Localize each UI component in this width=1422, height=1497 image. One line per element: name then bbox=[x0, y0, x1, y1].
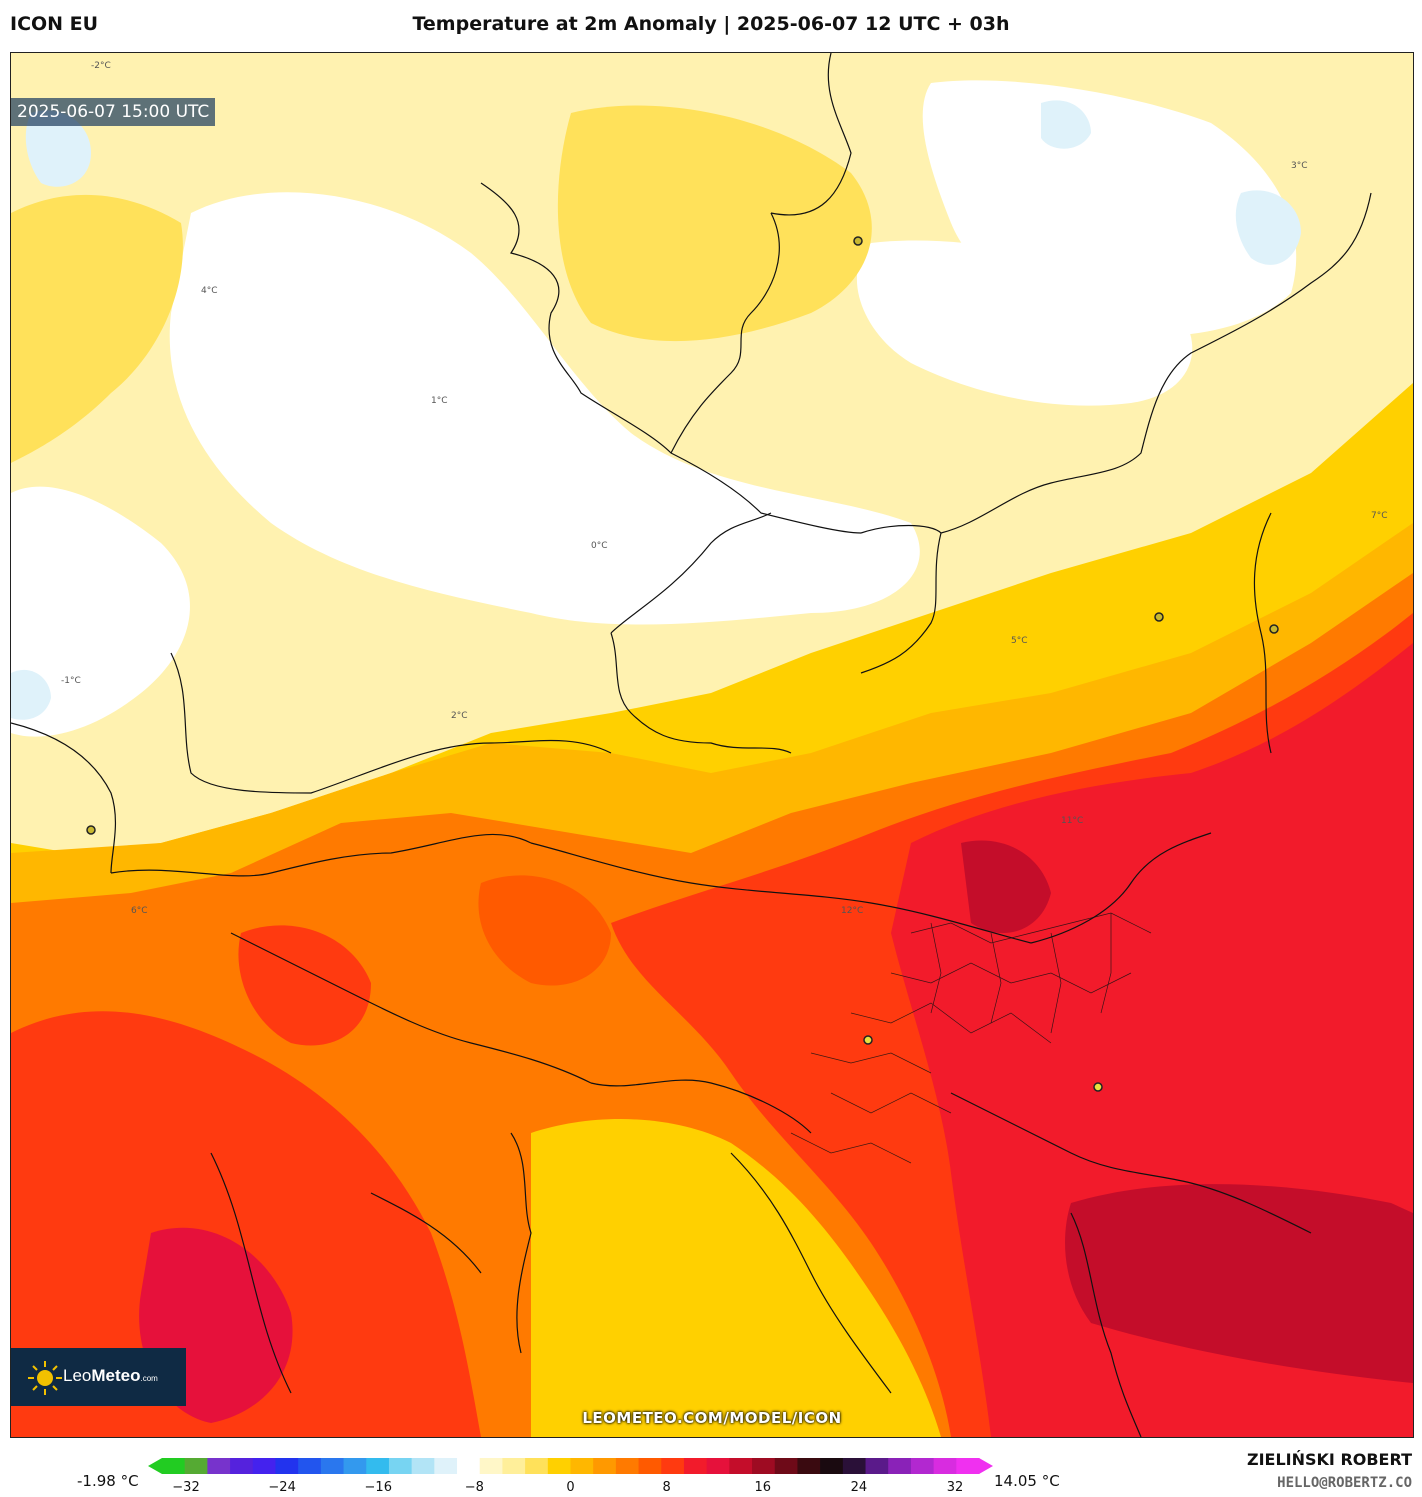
color-bar-tick-label: 24 bbox=[850, 1480, 868, 1495]
color-bar-segment bbox=[706, 1458, 730, 1474]
color-bar-segment bbox=[457, 1458, 481, 1474]
contour-label: 3°C bbox=[1291, 161, 1308, 171]
contour-label: 11°C bbox=[1061, 816, 1083, 826]
contour-label: 5°C bbox=[1011, 636, 1028, 646]
color-bar-tick-label: −24 bbox=[268, 1480, 296, 1495]
color-bar-segment bbox=[434, 1458, 458, 1474]
anomaly-zone-cool bbox=[1041, 100, 1091, 149]
color-bar-segment bbox=[774, 1458, 798, 1474]
color-bar-tick-label: 8 bbox=[662, 1480, 671, 1495]
contour-label: 6°C bbox=[131, 906, 148, 916]
contour-label: -2°C bbox=[91, 61, 111, 71]
contour-labels: -2°C -1°C 0°C 1°C 2°C 3°C 4°C 5°C 6°C 7°… bbox=[61, 61, 1388, 916]
anomaly-zone-near-zero bbox=[11, 486, 190, 737]
color-bar-segment bbox=[820, 1458, 844, 1474]
color-bar-segment bbox=[525, 1458, 549, 1474]
anomaly-zone-cool bbox=[1235, 190, 1301, 265]
country-borders bbox=[11, 53, 1372, 1437]
color-bar-segment bbox=[320, 1458, 345, 1474]
contour-label: 7°C bbox=[1371, 511, 1388, 521]
color-bar-segment bbox=[366, 1458, 390, 1474]
color-bar-segment bbox=[638, 1458, 662, 1474]
contour-label: 12°C bbox=[841, 906, 863, 916]
author-email[interactable]: HELLO@ROBERTZ.CO bbox=[1277, 1475, 1412, 1491]
color-bar-segment bbox=[388, 1458, 413, 1474]
color-bar bbox=[148, 1458, 993, 1474]
map-canvas: -2°C -1°C 0°C 1°C 2°C 3°C 4°C 5°C 6°C 7°… bbox=[11, 53, 1413, 1437]
anomaly-zone-mid bbox=[11, 194, 183, 463]
color-bar-segment bbox=[479, 1458, 503, 1474]
anomaly-zone-hot bbox=[11, 1011, 481, 1437]
color-bar-segment bbox=[888, 1458, 912, 1474]
color-bar-tick-label: 0 bbox=[566, 1480, 575, 1495]
color-bar-segment bbox=[956, 1458, 980, 1474]
color-bar-tick-label: 16 bbox=[754, 1480, 772, 1495]
anomaly-zone-cool bbox=[25, 110, 91, 187]
legend-max-value: 14.05 °C bbox=[994, 1472, 1060, 1490]
color-bar-segment bbox=[184, 1458, 208, 1474]
color-bar-segment bbox=[275, 1458, 299, 1474]
contour-label: -1°C bbox=[61, 676, 81, 686]
valid-time-badge: 2025-06-07 15:00 UTC bbox=[11, 98, 216, 126]
color-bar-tick-label: 32 bbox=[946, 1480, 964, 1495]
color-bar-tick-label: −32 bbox=[172, 1480, 200, 1495]
color-bar-segment bbox=[411, 1458, 435, 1474]
color-bar-segment bbox=[298, 1458, 322, 1474]
color-bar-segment bbox=[729, 1458, 753, 1474]
contour-label: 1°C bbox=[431, 396, 448, 406]
anomaly-zone-cool bbox=[11, 669, 51, 720]
color-bar-segment bbox=[207, 1458, 231, 1474]
city-marker bbox=[1269, 624, 1279, 634]
color-bar-segment bbox=[252, 1458, 276, 1474]
city-marker bbox=[863, 1035, 873, 1045]
city-marker bbox=[86, 825, 96, 835]
sun-icon bbox=[28, 1361, 62, 1395]
contour-label: 4°C bbox=[201, 286, 218, 296]
anomaly-zone-near-zero bbox=[169, 192, 920, 625]
color-bar-segment bbox=[865, 1458, 889, 1474]
color-bar-segment bbox=[547, 1458, 571, 1474]
color-bar-segment bbox=[933, 1458, 957, 1474]
city-marker bbox=[853, 236, 863, 246]
color-bar-segment bbox=[683, 1458, 708, 1474]
color-bar-segment bbox=[842, 1458, 867, 1474]
color-bar-extend-low bbox=[148, 1458, 162, 1474]
anomaly-map: -2°C -1°C 0°C 1°C 2°C 3°C 4°C 5°C 6°C 7°… bbox=[10, 52, 1414, 1438]
contour-label: 0°C bbox=[591, 541, 608, 551]
color-bar-segment bbox=[797, 1458, 821, 1474]
color-bar-segment bbox=[230, 1458, 254, 1474]
source-url: LEOMETEO.COM/MODEL/ICON bbox=[582, 1409, 842, 1427]
color-bar-segment bbox=[570, 1458, 594, 1474]
color-bar-segment bbox=[162, 1458, 186, 1474]
city-marker bbox=[1154, 612, 1164, 622]
color-bar-extend-high bbox=[979, 1458, 993, 1474]
anomaly-zone-extreme bbox=[961, 840, 1051, 933]
color-bar-segment bbox=[593, 1458, 617, 1474]
chart-title: Temperature at 2m Anomaly | 2025-06-07 1… bbox=[412, 13, 1010, 35]
anomaly-zone-hot bbox=[478, 875, 611, 986]
author-name: ZIELIŃSKI ROBERT bbox=[1246, 1450, 1412, 1469]
adriatic-sea-zone bbox=[531, 1119, 941, 1437]
color-bar-tick-label: −8 bbox=[464, 1480, 484, 1495]
color-bar-segment bbox=[752, 1458, 776, 1474]
logo-wordmark: LeoMeteo.com bbox=[63, 1366, 158, 1385]
color-bar-segment bbox=[910, 1458, 935, 1474]
contour-label: 2°C bbox=[451, 711, 468, 721]
legend-min-value: -1.98 °C bbox=[77, 1472, 139, 1490]
city-markers bbox=[86, 236, 1279, 1092]
anomaly-zone-hot bbox=[238, 925, 371, 1046]
regional-borders bbox=[790, 912, 1152, 1164]
anomaly-zone-near-zero bbox=[856, 240, 1193, 406]
color-bar-segment bbox=[343, 1458, 367, 1474]
anomaly-zone-extreme bbox=[1065, 1184, 1413, 1383]
model-name: ICON EU bbox=[10, 13, 99, 35]
color-bar-segment bbox=[661, 1458, 685, 1474]
city-marker bbox=[1093, 1082, 1103, 1092]
leometeo-logo[interactable]: LeoMeteo.com bbox=[11, 1348, 186, 1406]
color-bar-segment bbox=[502, 1458, 526, 1474]
anomaly-zone-mid bbox=[557, 105, 872, 342]
color-bar-segment bbox=[615, 1458, 640, 1474]
color-bar-tick-label: −16 bbox=[364, 1480, 392, 1495]
